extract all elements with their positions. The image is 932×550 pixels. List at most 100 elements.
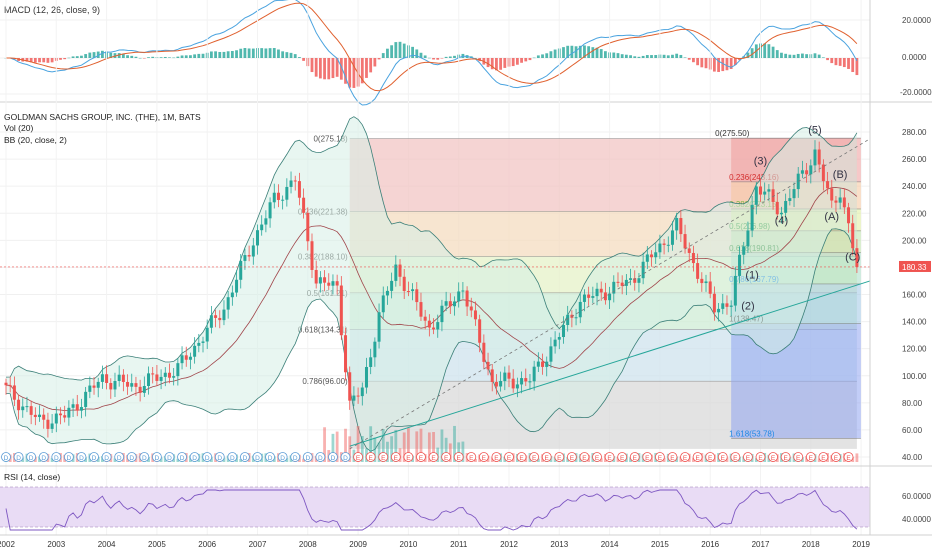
candle-body xyxy=(528,381,532,383)
volume-bar xyxy=(323,427,326,462)
candle-body xyxy=(520,378,524,385)
candle-body xyxy=(427,320,431,328)
macd-hist-bar xyxy=(147,57,150,58)
candle-body xyxy=(792,189,796,199)
macd-hist-bar xyxy=(214,51,217,58)
candle-body xyxy=(453,301,457,307)
volume-bar xyxy=(386,441,389,462)
candle-body xyxy=(327,282,331,286)
macd-hist-bar xyxy=(59,58,62,60)
candle-body xyxy=(763,191,767,195)
candle-body xyxy=(193,345,197,357)
macd-hist-bar xyxy=(230,50,234,58)
volume-bar xyxy=(448,443,452,462)
macd-hist-bar xyxy=(729,58,733,69)
event-marker xyxy=(667,452,678,462)
event-marker-letter: E xyxy=(595,455,600,462)
volume-bar xyxy=(419,428,423,462)
macd-hist-bar xyxy=(298,57,301,58)
macd-hist-bar xyxy=(733,58,737,65)
event-marker xyxy=(730,452,741,462)
event-marker-letter: D xyxy=(167,455,172,462)
candle-body xyxy=(670,230,674,245)
price-tick: 80.00 xyxy=(902,399,923,408)
event-marker xyxy=(768,452,778,462)
event-marker xyxy=(629,452,640,462)
candle-body xyxy=(624,279,628,286)
macd-hist-bar xyxy=(25,58,29,62)
event-marker-letter: D xyxy=(79,455,84,462)
candle-body xyxy=(17,399,21,411)
event-marker xyxy=(126,452,137,462)
macd-hist-bar xyxy=(712,58,716,72)
macd-hist-bar xyxy=(692,58,695,63)
candle-body xyxy=(750,204,754,231)
candle-body xyxy=(436,322,440,330)
macd-hist-bar xyxy=(499,58,503,70)
fib-level-label: 0(275.18) xyxy=(313,135,348,144)
macd-hist-bar xyxy=(142,58,146,59)
candle-body xyxy=(473,310,477,320)
candle-body xyxy=(599,288,603,293)
macd-hist-bar xyxy=(38,58,41,63)
candle-body xyxy=(461,290,465,292)
macd-hist-bar xyxy=(96,51,100,58)
candle-body xyxy=(172,376,176,378)
year-label: 2004 xyxy=(98,540,116,549)
volume-bar xyxy=(377,442,381,462)
candle-body xyxy=(180,355,184,364)
candle-body xyxy=(364,366,368,388)
event-marker-letter: D xyxy=(230,455,235,462)
candle-body xyxy=(465,290,469,307)
candle-body xyxy=(147,373,151,386)
macd-hist-bar xyxy=(218,51,222,58)
macd-hist-bar xyxy=(75,56,79,58)
macd-hist-bar xyxy=(46,58,50,63)
event-marker xyxy=(705,452,716,462)
volume-bar xyxy=(285,458,289,462)
macd-hist-bar xyxy=(327,58,331,80)
volume-bar xyxy=(662,457,666,462)
candle-body xyxy=(826,181,830,189)
event-marker-letter: E xyxy=(670,455,675,462)
macd-hist-bar xyxy=(495,58,498,71)
candle-body xyxy=(411,289,415,292)
macd-hist-bar xyxy=(801,53,804,58)
candle-body xyxy=(96,381,100,388)
event-marker-letter: E xyxy=(582,455,587,462)
price-tick: 260.00 xyxy=(902,155,927,164)
candle-body xyxy=(209,315,213,328)
event-marker xyxy=(491,452,502,462)
volume-bar xyxy=(302,458,306,462)
macd-hist-bar xyxy=(381,53,385,58)
candle-body xyxy=(738,254,742,276)
event-marker-letter: D xyxy=(205,455,210,462)
volume-bar xyxy=(344,428,347,462)
bollinger-upper xyxy=(5,116,858,381)
last-price-tag: 180.33 xyxy=(899,260,931,272)
candle-body xyxy=(759,186,762,195)
candle-body xyxy=(142,385,146,393)
event-marker-letter: D xyxy=(54,455,59,462)
macd-hist-bar xyxy=(570,45,574,58)
macd-hist-bar xyxy=(390,45,394,58)
candle-body xyxy=(423,316,427,321)
macd-hist-bar xyxy=(583,45,586,58)
candle-body xyxy=(339,285,343,336)
macd-hist-bar xyxy=(738,58,741,61)
event-marker-letter: E xyxy=(633,455,638,462)
wave-label: (B) xyxy=(833,169,848,181)
candle-body xyxy=(276,192,280,200)
event-marker-letter: E xyxy=(381,455,386,462)
candle-body xyxy=(742,246,746,255)
macd-hist-bar xyxy=(436,58,440,60)
macd-hist-bar xyxy=(289,52,293,58)
candle-body xyxy=(167,372,171,378)
macd-hist-bar xyxy=(721,58,725,72)
candle-body xyxy=(314,269,318,284)
macd-hist-bar xyxy=(251,48,255,58)
macd-hist-bar xyxy=(528,58,532,61)
event-marker xyxy=(655,452,665,462)
event-marker xyxy=(416,452,426,462)
price-axis: 280.00260.00240.00220.00200.00180.00160.… xyxy=(902,128,927,462)
